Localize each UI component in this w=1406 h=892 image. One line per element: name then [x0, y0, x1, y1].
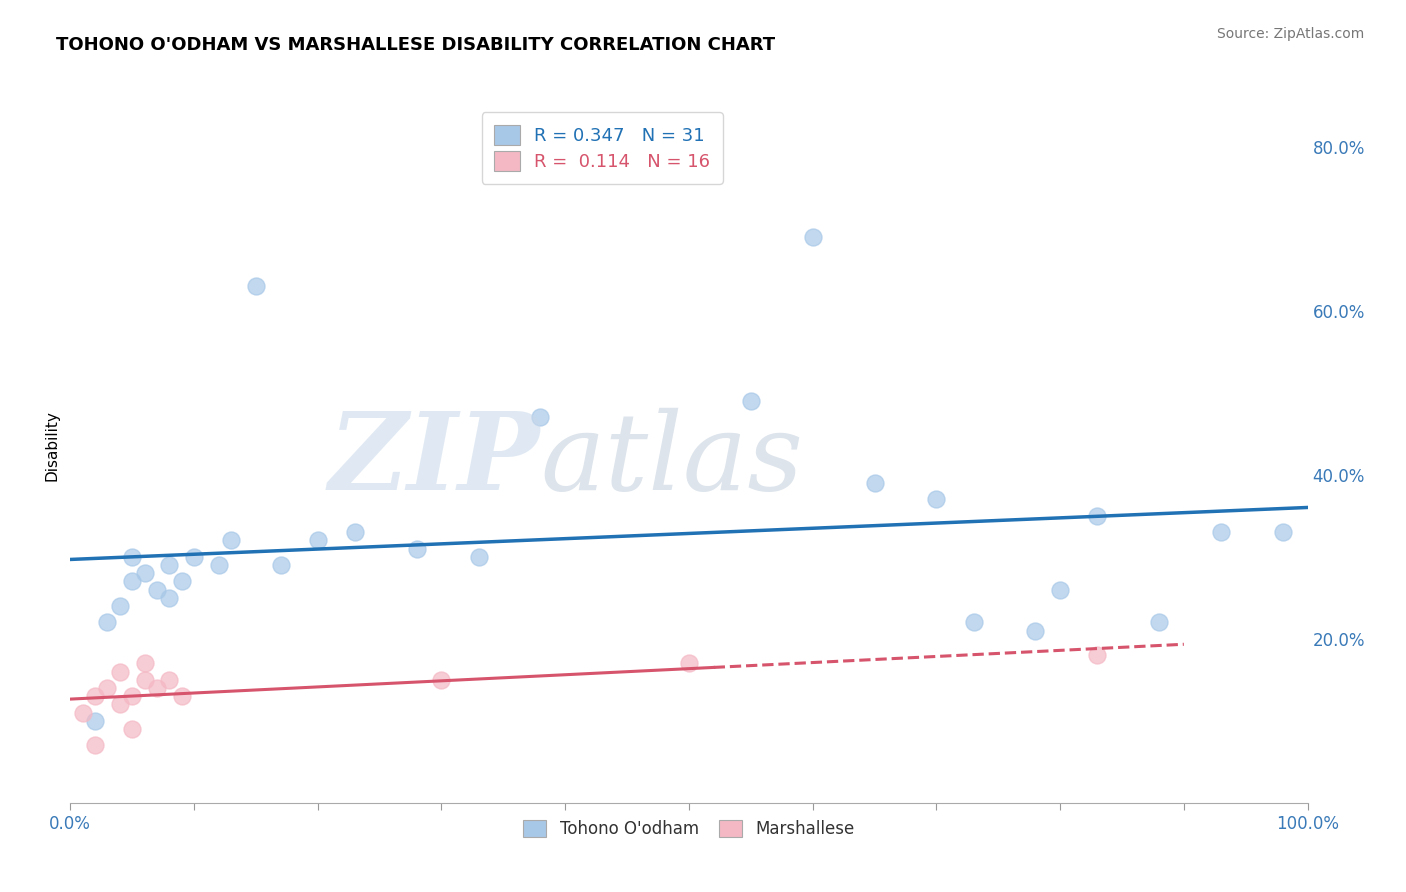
Text: TOHONO O'ODHAM VS MARSHALLESE DISABILITY CORRELATION CHART: TOHONO O'ODHAM VS MARSHALLESE DISABILITY… — [56, 36, 775, 54]
Point — [208, 558, 231, 572]
Point — [1049, 582, 1071, 597]
Point — [108, 698, 131, 712]
Point — [157, 558, 180, 572]
Legend: Tohono O'odham, Marshallese: Tohono O'odham, Marshallese — [516, 813, 862, 845]
Point — [1024, 624, 1046, 638]
Point — [134, 657, 156, 671]
Point — [96, 615, 118, 630]
Point — [1085, 648, 1108, 662]
Point — [1209, 525, 1232, 540]
Point — [157, 673, 180, 687]
Point — [84, 739, 107, 753]
Point — [108, 599, 131, 613]
Point — [170, 689, 193, 703]
Point — [96, 681, 118, 695]
Point — [121, 722, 143, 736]
Point — [219, 533, 242, 548]
Point — [430, 673, 453, 687]
Point — [467, 549, 489, 564]
Point — [962, 615, 984, 630]
Y-axis label: Disability: Disability — [44, 410, 59, 482]
Point — [84, 714, 107, 728]
Point — [678, 657, 700, 671]
Point — [245, 279, 267, 293]
Point — [146, 582, 169, 597]
Point — [72, 706, 94, 720]
Point — [925, 492, 948, 507]
Point — [1271, 525, 1294, 540]
Point — [863, 475, 886, 490]
Point — [183, 549, 205, 564]
Point — [1085, 508, 1108, 523]
Point — [270, 558, 292, 572]
Point — [170, 574, 193, 589]
Point — [108, 665, 131, 679]
Point — [121, 549, 143, 564]
Point — [157, 591, 180, 605]
Point — [1147, 615, 1170, 630]
Point — [134, 566, 156, 581]
Point — [146, 681, 169, 695]
Text: atlas: atlas — [540, 408, 803, 513]
Point — [307, 533, 329, 548]
Point — [529, 410, 551, 425]
Point — [405, 541, 427, 556]
Point — [343, 525, 366, 540]
Text: ZIP: ZIP — [329, 408, 540, 513]
Point — [134, 673, 156, 687]
Point — [121, 574, 143, 589]
Point — [121, 689, 143, 703]
Point — [801, 230, 824, 244]
Text: Source: ZipAtlas.com: Source: ZipAtlas.com — [1216, 27, 1364, 41]
Point — [740, 393, 762, 408]
Point — [84, 689, 107, 703]
